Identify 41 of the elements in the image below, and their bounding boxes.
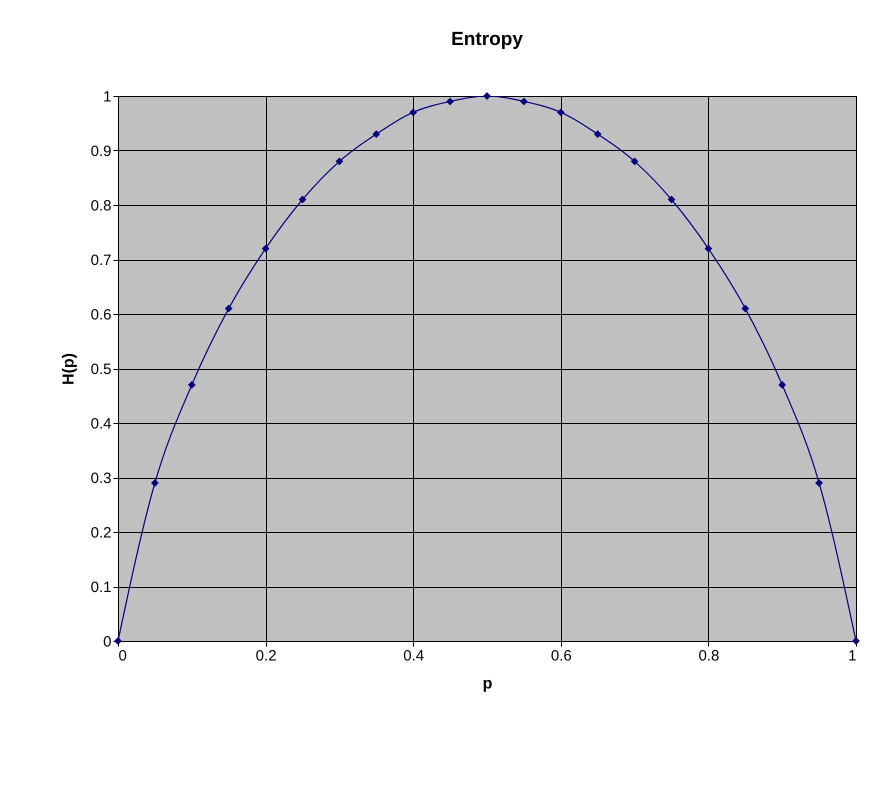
x-tick-label: 0.6 bbox=[550, 648, 572, 664]
point bbox=[298, 196, 306, 204]
point bbox=[704, 244, 712, 252]
point bbox=[446, 98, 454, 106]
point bbox=[483, 92, 491, 100]
point bbox=[778, 380, 786, 389]
point bbox=[815, 479, 823, 487]
point bbox=[336, 158, 344, 166]
y-tick-label: 0.5 bbox=[90, 361, 112, 378]
y-tick-label: 1 bbox=[103, 88, 112, 106]
point bbox=[224, 304, 233, 312]
point bbox=[151, 479, 159, 487]
y-tick-label: 0 bbox=[103, 634, 112, 650]
y-tick-label: 0.2 bbox=[90, 524, 112, 542]
chart-title: Entropy bbox=[451, 29, 524, 50]
x-tick-label: 0.8 bbox=[698, 648, 720, 664]
point bbox=[630, 158, 638, 166]
point bbox=[556, 108, 565, 116]
x-tick-label: 0.2 bbox=[256, 648, 277, 664]
point bbox=[409, 108, 418, 116]
x-tick-label: 0 bbox=[118, 648, 127, 664]
y-tick-label: 0.3 bbox=[90, 470, 112, 487]
point bbox=[114, 637, 122, 645]
point bbox=[668, 196, 676, 204]
x-tick-label: 1 bbox=[848, 648, 856, 664]
point bbox=[372, 130, 380, 138]
x-tick-label: 0.4 bbox=[403, 648, 424, 664]
x-axis-title: p bbox=[482, 676, 493, 692]
point bbox=[741, 304, 750, 312]
y-tick-label: 0.8 bbox=[90, 198, 112, 214]
point bbox=[852, 637, 860, 645]
y-tick-label: 0.7 bbox=[90, 252, 112, 269]
point bbox=[594, 130, 602, 138]
point bbox=[188, 380, 196, 389]
y-tick-label: 0.9 bbox=[90, 143, 112, 160]
y-tick-label: 0.6 bbox=[90, 306, 112, 324]
point bbox=[520, 98, 528, 106]
y-axis-title: H(p) bbox=[60, 353, 78, 385]
y-tick-label: 0.1 bbox=[90, 579, 112, 596]
point bbox=[262, 244, 270, 252]
y-tick-label: 0.4 bbox=[90, 416, 112, 432]
